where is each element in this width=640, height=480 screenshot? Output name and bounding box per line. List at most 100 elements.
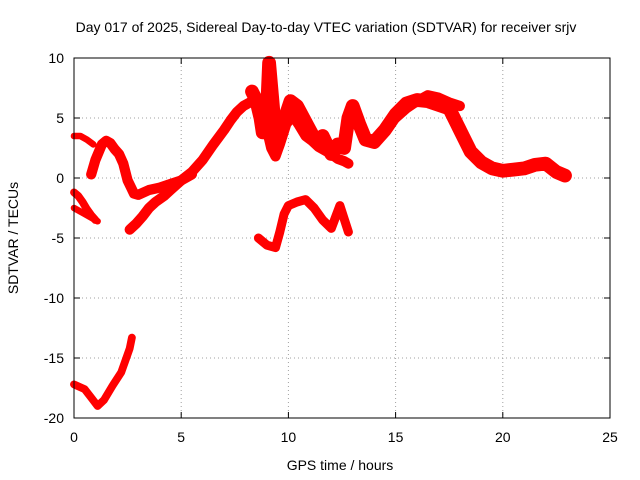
data-point-marker — [300, 115, 307, 121]
data-point-marker — [111, 146, 118, 153]
data-point-marker — [248, 88, 255, 95]
chart-title: Day 017 of 2025, Sidereal Day-to-day VTE… — [76, 19, 577, 35]
y-tick-label: -10 — [44, 290, 64, 306]
series-arc-i — [253, 195, 353, 253]
y-tick-label: -20 — [44, 410, 64, 426]
data-point-marker — [392, 115, 399, 121]
data-point-marker — [92, 157, 99, 163]
data-point-marker — [94, 403, 101, 409]
data-point-marker — [240, 103, 247, 109]
data-point-marker — [328, 225, 335, 232]
series-band — [86, 135, 197, 200]
x-tick-label: 0 — [70, 429, 78, 445]
series-arc-c — [70, 188, 100, 224]
x-axis-label: GPS time / hours — [287, 457, 394, 473]
data-point-marker — [311, 205, 318, 211]
data-point-marker — [296, 122, 303, 129]
data-point-marker — [92, 217, 99, 223]
data-point-marker — [272, 244, 279, 251]
data-point-marker — [133, 220, 140, 227]
data-point-marker — [152, 199, 159, 205]
data-point-marker — [289, 112, 296, 119]
data-point-marker — [319, 133, 326, 139]
data-point-marker — [135, 191, 142, 198]
data-point-marker — [118, 369, 125, 376]
data-point-marker — [221, 127, 228, 133]
data-point-marker — [345, 160, 352, 167]
data-point-marker — [227, 117, 234, 124]
data-point-marker — [287, 98, 294, 105]
data-point-marker — [161, 193, 168, 199]
data-point-marker — [302, 133, 309, 139]
y-tick-label: 10 — [48, 50, 64, 66]
data-point-marker — [345, 229, 352, 235]
y-tick-label: 5 — [56, 110, 64, 126]
series-arc-h — [261, 110, 354, 169]
x-tick-label: 20 — [495, 429, 511, 445]
data-point-marker — [349, 103, 356, 109]
data-point-marker — [319, 217, 326, 223]
data-point-marker — [456, 127, 463, 133]
data-point-marker — [257, 115, 264, 121]
data-point-marker — [435, 94, 442, 101]
series-band — [70, 188, 100, 224]
data-point-marker — [83, 206, 90, 213]
data-point-marker — [124, 177, 131, 184]
data-point-marker — [75, 193, 82, 199]
data-point-marker — [263, 127, 270, 133]
data-point-marker — [109, 382, 116, 389]
data-point-marker — [542, 160, 549, 167]
data-point-marker — [272, 153, 279, 160]
data-point-marker — [116, 151, 123, 157]
data-point-marker — [293, 103, 300, 109]
data-point-marker — [293, 199, 300, 205]
data-point-marker — [101, 397, 108, 403]
data-point-marker — [467, 148, 474, 155]
data-point-marker — [178, 177, 185, 184]
data-point-marker — [79, 199, 86, 205]
data-point-marker — [285, 202, 292, 209]
data-point-marker — [268, 145, 275, 151]
data-point-marker — [210, 141, 217, 148]
data-point-marker — [521, 165, 528, 172]
data-point-marker — [88, 212, 95, 219]
data-point-marker — [334, 155, 341, 162]
y-tick-label: 0 — [56, 170, 64, 186]
data-point-marker — [510, 166, 517, 173]
x-tick-label: 15 — [388, 429, 404, 445]
data-point-marker — [362, 136, 369, 143]
data-point-marker — [334, 141, 341, 148]
data-series — [70, 55, 572, 410]
data-point-marker — [103, 137, 110, 144]
data-point-marker — [128, 334, 135, 341]
data-point-marker — [356, 121, 363, 127]
y-tick-label: -5 — [52, 230, 65, 246]
data-point-marker — [79, 209, 86, 216]
data-point-marker — [146, 187, 153, 193]
series-band — [70, 333, 136, 410]
data-point-marker — [531, 161, 538, 168]
data-point-marker — [77, 133, 84, 139]
data-point-marker — [263, 109, 270, 115]
data-point-marker — [88, 394, 95, 401]
data-point-marker — [276, 141, 283, 148]
data-point-marker — [131, 190, 138, 197]
data-point-marker — [98, 141, 105, 148]
y-axis-label: SDTVAR / TECUs — [5, 182, 21, 294]
data-point-marker — [83, 136, 90, 143]
data-point-marker — [188, 169, 195, 175]
data-point-marker — [263, 242, 270, 249]
series-arc-a — [70, 132, 97, 148]
data-point-marker — [167, 187, 174, 193]
data-point-marker — [321, 147, 328, 154]
data-point-marker — [90, 141, 97, 148]
data-point-marker — [381, 127, 388, 133]
data-point-marker — [266, 59, 273, 66]
data-point-marker — [553, 169, 560, 175]
data-point-marker — [126, 345, 133, 352]
series-arc-j — [390, 90, 465, 124]
y-tick-labels: -20 -15 -10 -5 0 5 10 — [44, 50, 64, 426]
data-point-marker — [107, 140, 114, 147]
data-point-marker — [88, 171, 95, 178]
